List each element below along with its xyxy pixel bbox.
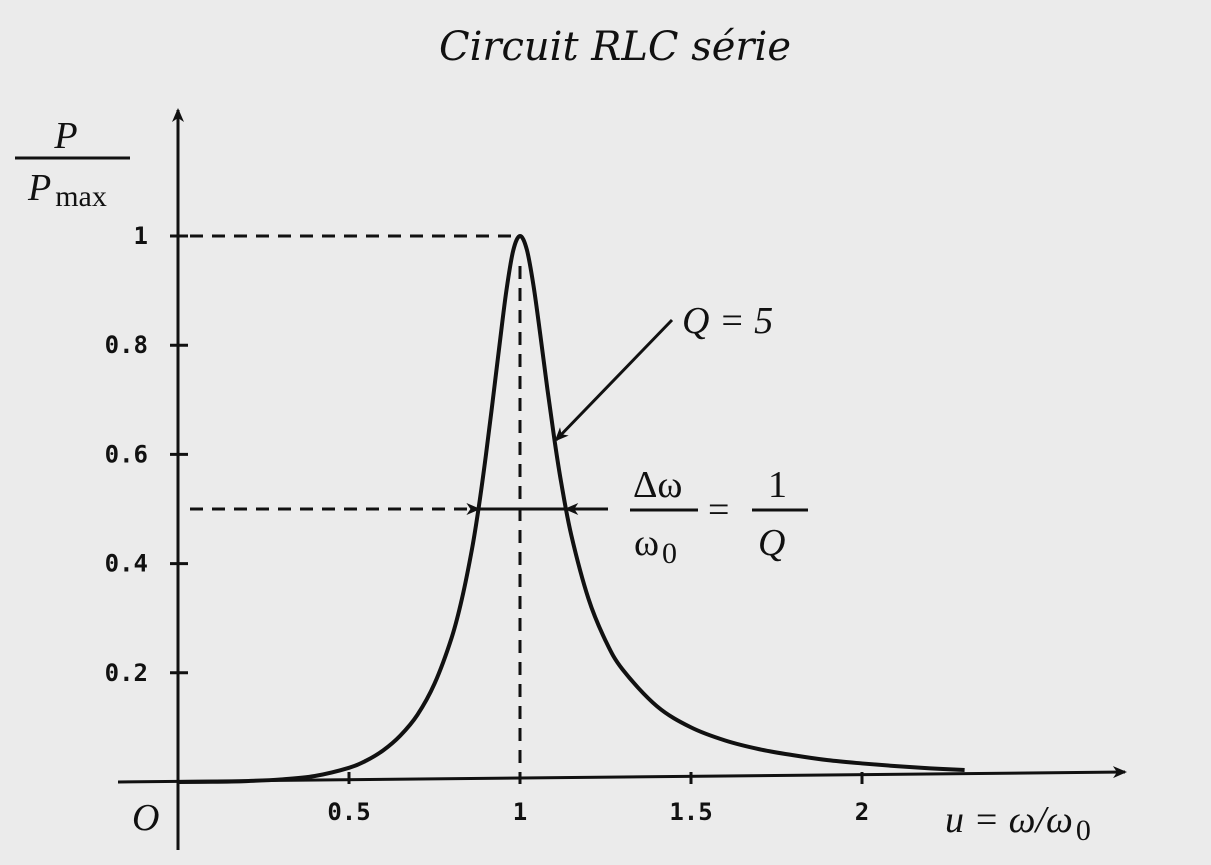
x-tick-label: 0.5 [327, 798, 370, 826]
resonance-curve-q5 [177, 234, 965, 784]
y-tick-label: 0.6 [105, 440, 148, 468]
x-tick-label: 2 [855, 798, 869, 826]
curve-label: Q = 5 [682, 300, 773, 342]
bandwidth-equals: = [708, 489, 729, 531]
x-tick-label: 1.5 [669, 798, 712, 826]
y-axis-label-numerator: P [53, 115, 77, 157]
x-axis-label: u = ω/ω 0 [945, 799, 1091, 847]
bandwidth-numerator: Δω [633, 464, 682, 506]
y-tick-label: 0.4 [105, 550, 148, 578]
y-tick-label: 1 [134, 222, 148, 250]
bandwidth-rhs-denominator: Q [758, 522, 785, 564]
bandwidth-rhs-numerator: 1 [768, 464, 787, 506]
curve-label-arrow [554, 318, 674, 442]
chart-title: Circuit RLC série [439, 24, 791, 70]
origin-label: O [132, 797, 159, 839]
y-tick-label: 0.2 [105, 659, 148, 687]
x-tick-label: 1 [513, 798, 527, 826]
y-tick-label: 0.8 [105, 331, 148, 359]
